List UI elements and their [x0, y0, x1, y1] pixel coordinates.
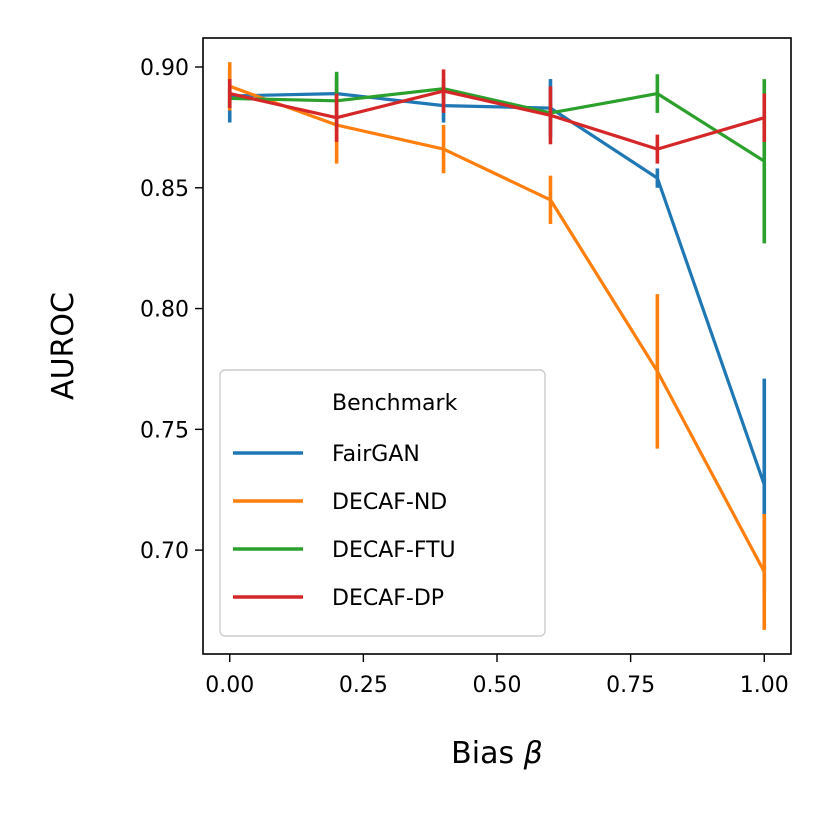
x-tick-label: 0.00 — [205, 673, 254, 698]
series-line-fairgan — [229, 91, 766, 486]
x-axis-title: Bias β — [451, 736, 543, 771]
legend-label-decaf-nd: DECAF-ND — [332, 490, 447, 515]
x-axis: 0.00 0.25 0.50 0.75 1.00 — [205, 654, 789, 698]
legend-title: Benchmark — [332, 391, 458, 416]
series-line-decaf-ftu — [229, 87, 766, 163]
legend-label-fairgan: FairGAN — [332, 442, 420, 467]
x-tick-label: 1.00 — [740, 673, 789, 698]
legend: Benchmark FairGAN DECAF-ND DECAF-FTU DECAF-… — [219, 369, 546, 637]
x-tick-label: 0.75 — [606, 673, 655, 698]
series-decaf-nd — [227, 62, 767, 630]
y-axis: 0.70 0.75 0.80 0.85 0.90 — [140, 56, 203, 564]
x-tick-label: 0.25 — [339, 673, 388, 698]
y-tick-label: 0.70 — [140, 539, 189, 564]
y-tick-label: 0.85 — [140, 177, 189, 202]
series-line-decaf-dp — [229, 89, 765, 151]
series-line-decaf-nd — [229, 84, 766, 573]
legend-box — [219, 369, 546, 637]
y-axis-title: AUROC — [46, 292, 81, 400]
x-tick-label: 0.50 — [473, 673, 522, 698]
x-axis-title-text: Bias — [451, 736, 514, 771]
y-tick-label: 0.90 — [140, 56, 189, 81]
series-decaf-dp — [227, 69, 767, 164]
y-tick-label: 0.80 — [140, 298, 189, 323]
series-decaf-ftu — [227, 71, 767, 244]
plot-area — [227, 62, 767, 630]
x-axis-title-symbol: β — [523, 736, 543, 771]
y-tick-label: 0.75 — [140, 418, 189, 443]
legend-label-decaf-dp: DECAF-DP — [332, 586, 444, 611]
legend-label-decaf-ftu: DECAF-FTU — [332, 538, 456, 563]
